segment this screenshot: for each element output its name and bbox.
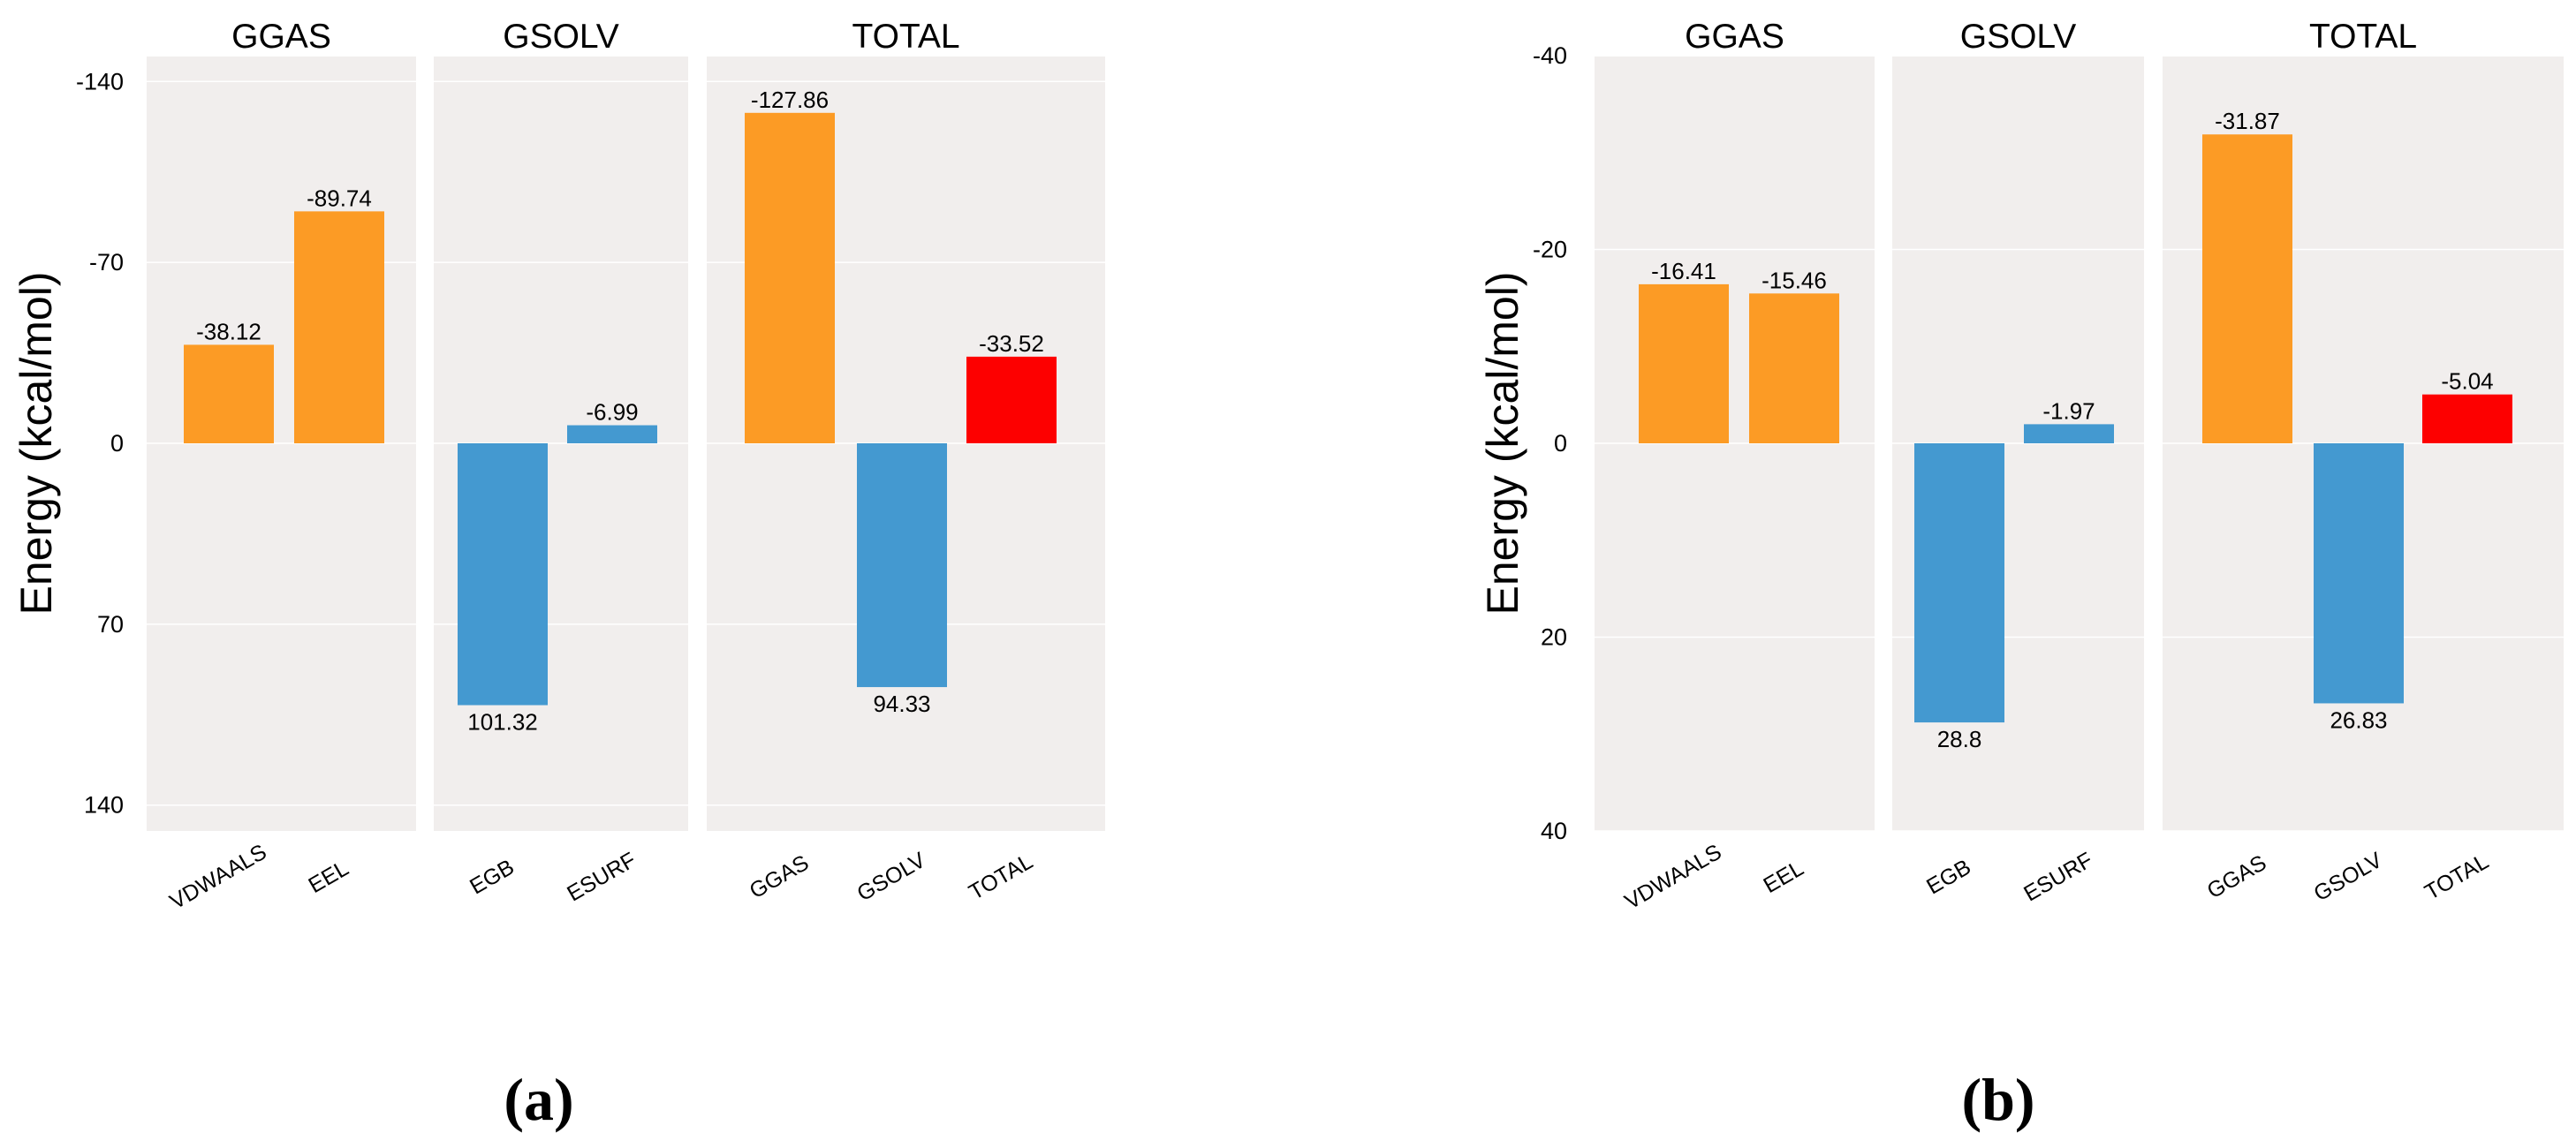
bar-value-label: -16.41 xyxy=(1651,258,1716,284)
bar-value-label: 28.8 xyxy=(1937,726,1982,752)
facet-title: TOTAL xyxy=(2309,18,2417,56)
bar-value-label: -1.97 xyxy=(2042,397,2095,424)
y-tick-label: 140 xyxy=(84,792,124,819)
bar-value-label: -5.04 xyxy=(2441,368,2493,395)
bar xyxy=(2024,424,2114,443)
y-tick-label: 40 xyxy=(1541,818,1567,844)
bar-value-label: 26.83 xyxy=(2330,706,2387,733)
bar-value-label: 94.33 xyxy=(873,691,930,717)
bar xyxy=(1914,443,2004,723)
category-label: GGAS xyxy=(746,850,814,903)
bar-value-label: -6.99 xyxy=(586,399,638,426)
bar xyxy=(184,344,274,443)
category-label: ESURF xyxy=(563,848,640,907)
panel-a-tag: (a) xyxy=(504,1066,573,1133)
bar xyxy=(294,211,384,443)
category-label: GGAS xyxy=(2203,850,2271,903)
y-axis-label: Energy (kcal/mol) xyxy=(11,272,61,616)
y-tick-label: 70 xyxy=(97,611,124,638)
bar xyxy=(458,443,548,706)
bar-value-label: -38.12 xyxy=(196,318,261,344)
category-label: GSOLV xyxy=(852,848,929,907)
y-tick-label: -20 xyxy=(1533,237,1567,263)
y-tick-label: 20 xyxy=(1541,624,1567,651)
bar-value-label: -15.46 xyxy=(1762,267,1827,293)
bar-value-label: -33.52 xyxy=(979,330,1044,357)
category-label: EGB xyxy=(1922,855,1975,900)
facet-title: GSOLV xyxy=(503,18,619,56)
facet-title: GGAS xyxy=(231,18,331,56)
bar-value-label: -89.74 xyxy=(307,185,372,211)
bar xyxy=(745,112,835,444)
bar xyxy=(966,356,1057,443)
panel-b: GGAS -16.41 VDWAALS -15.46 EEL GSOLV 28.8 EGB -1… xyxy=(1478,18,2564,915)
facet-title: GGAS xyxy=(1685,18,1784,56)
category-label: EEL xyxy=(305,856,353,898)
y-axis-label: Energy (kcal/mol) xyxy=(1478,272,1527,616)
category-label: TOTAL xyxy=(2421,849,2493,904)
bar xyxy=(2422,394,2512,443)
y-tick-label: 0 xyxy=(1554,430,1567,457)
y-tick-label: -70 xyxy=(89,249,124,276)
bar-value-label: -127.86 xyxy=(751,87,829,113)
bar xyxy=(2202,134,2292,443)
bar xyxy=(567,425,657,443)
category-label: ESURF xyxy=(2019,848,2096,907)
category-label: TOTAL xyxy=(965,849,1037,904)
category-label: EEL xyxy=(1760,856,1808,898)
bar-value-label: -31.87 xyxy=(2215,108,2280,134)
category-label: EGB xyxy=(466,855,519,900)
facet-title: GSOLV xyxy=(1960,18,2077,56)
facet-title: TOTAL xyxy=(852,18,959,56)
bar xyxy=(1749,293,1839,443)
category-label: VDWAALS xyxy=(165,840,270,915)
panel-a: GGAS -38.12 VDWAALS -89.74 EEL GSOLV 101.32 EGB… xyxy=(11,18,1105,915)
y-tick-label: -40 xyxy=(1533,42,1567,69)
bar xyxy=(857,443,947,688)
y-tick-label: -140 xyxy=(76,68,124,94)
bar xyxy=(1639,283,1729,443)
bar-value-label: 101.32 xyxy=(467,709,538,736)
y-tick-label: 0 xyxy=(110,430,124,457)
panel-b-tag: (b) xyxy=(1961,1066,2034,1133)
category-label: VDWAALS xyxy=(1620,840,1725,915)
bar xyxy=(2314,443,2404,704)
category-label: GSOLV xyxy=(2309,848,2386,907)
